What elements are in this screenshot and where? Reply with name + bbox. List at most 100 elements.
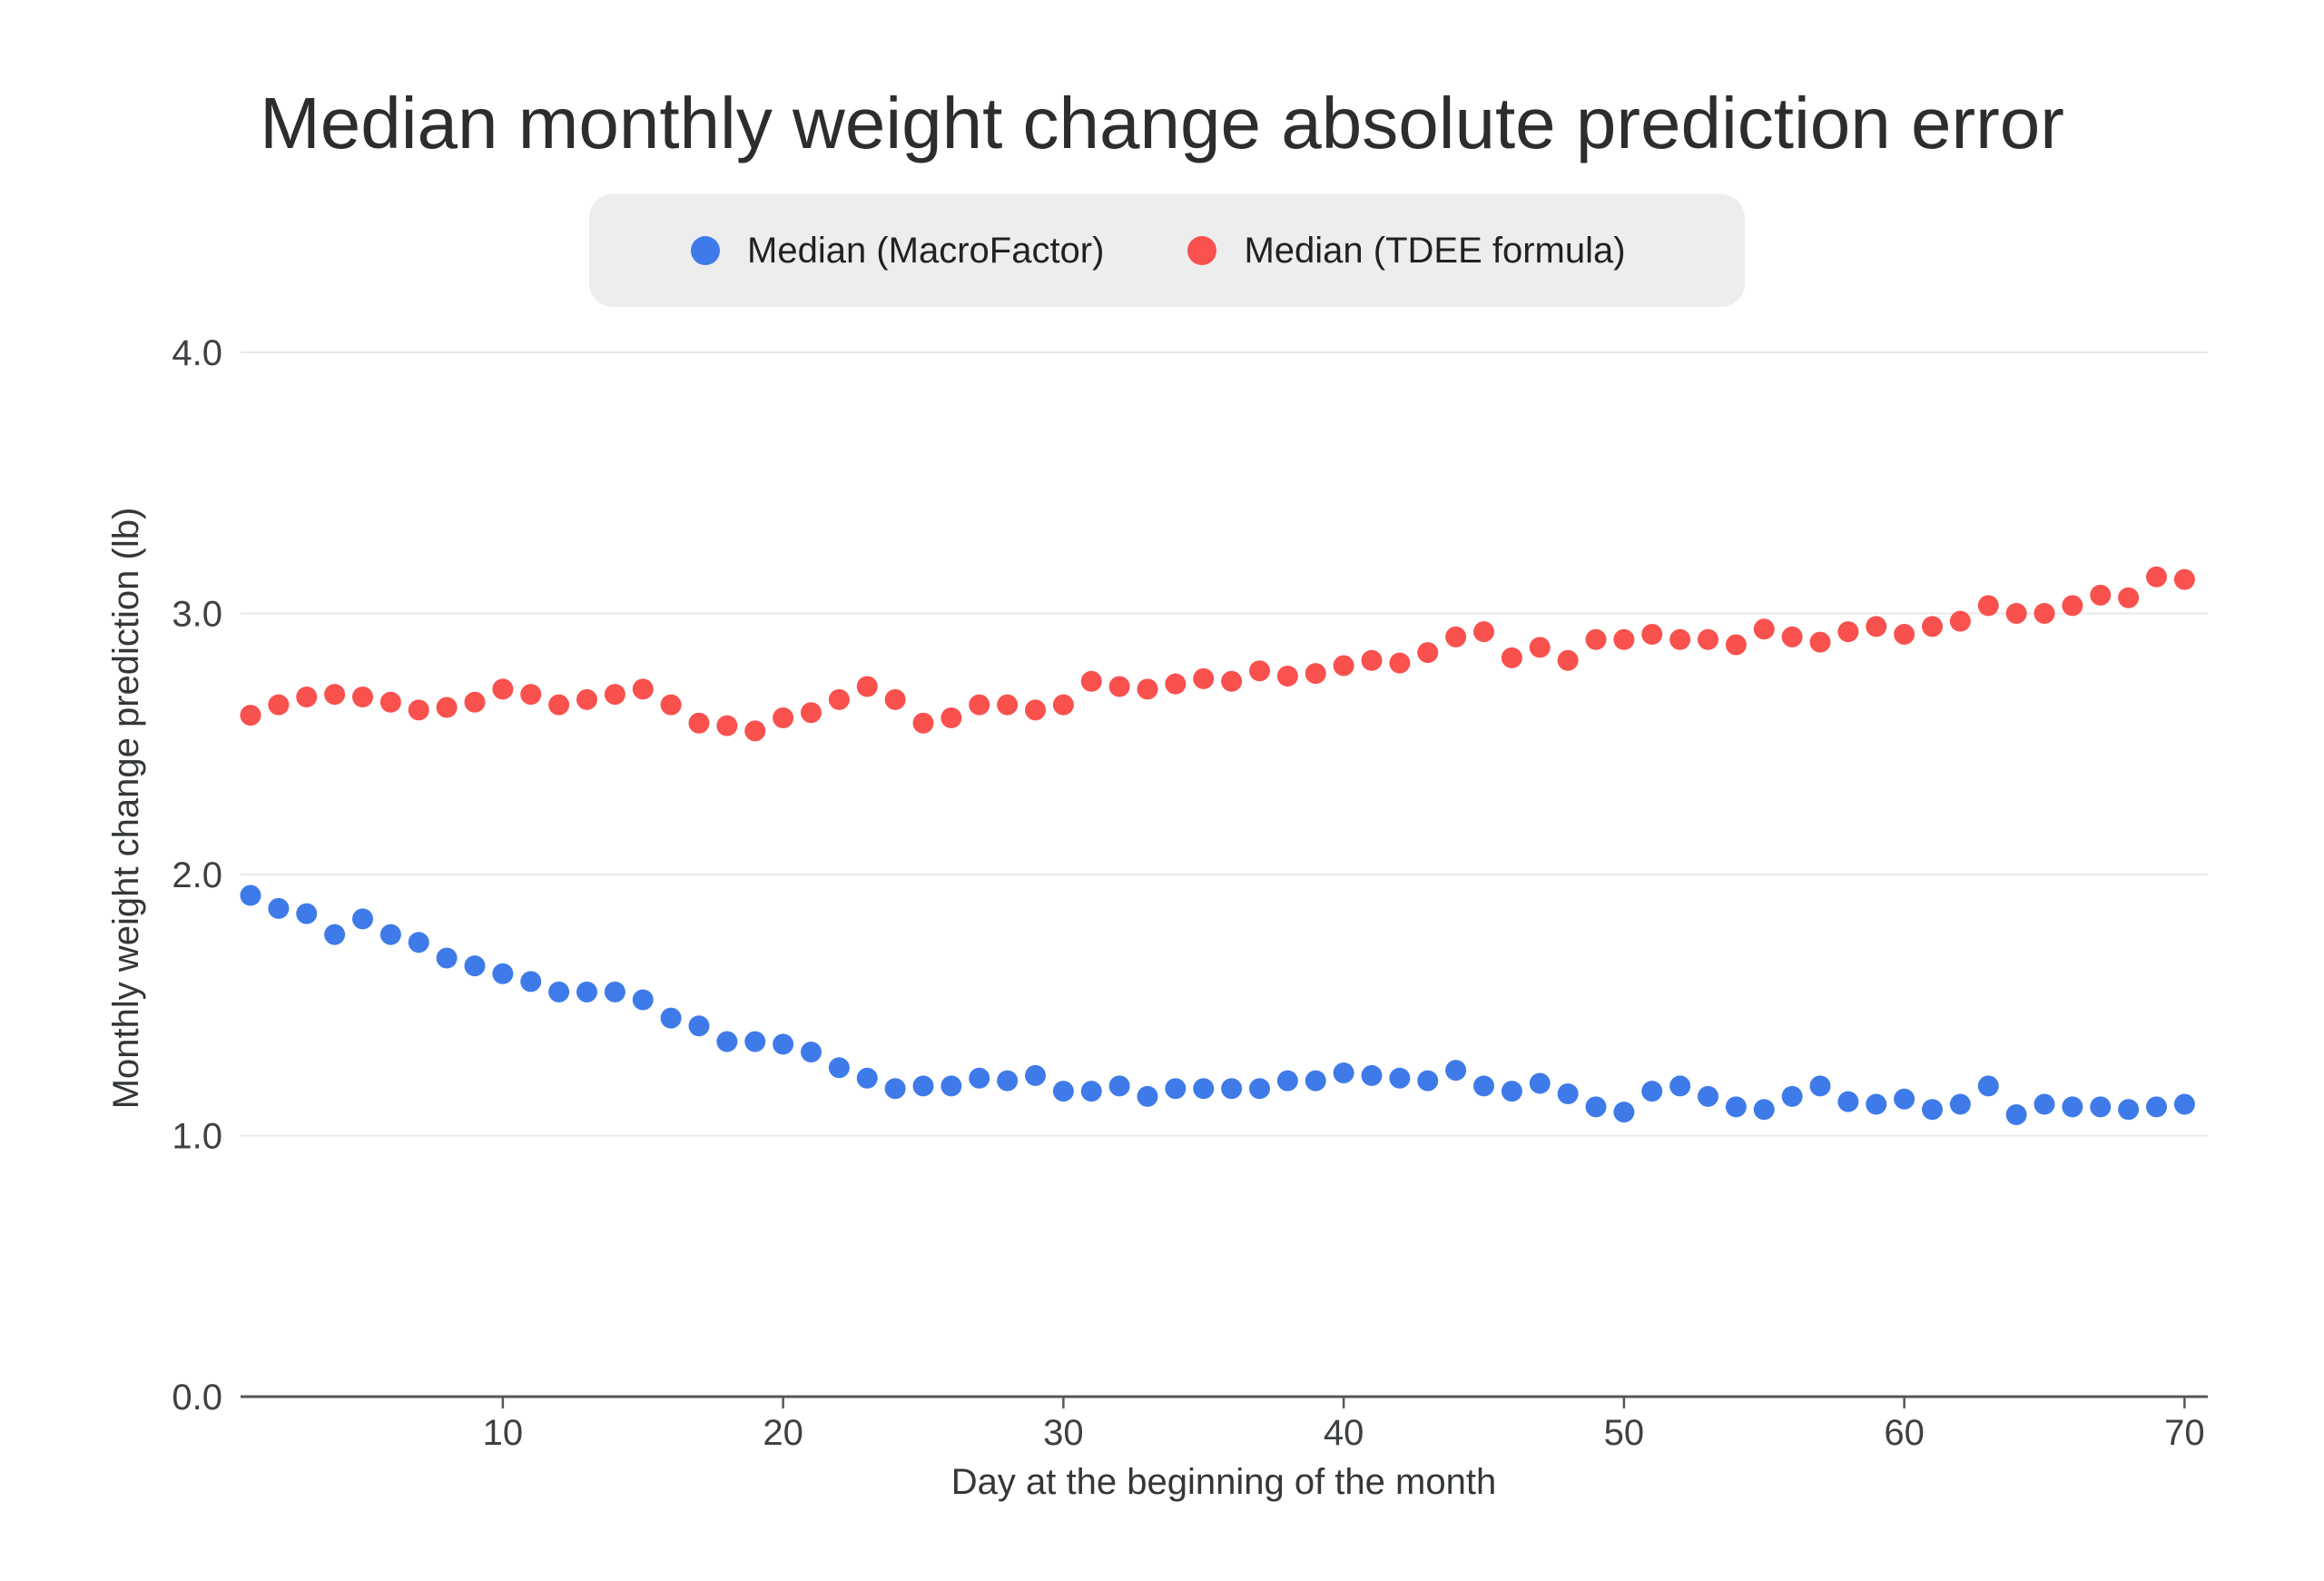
data-point [1698,1085,1718,1107]
data-point [576,981,597,1003]
data-point [1977,1075,1999,1097]
y-tick-label: 2.0 [172,855,222,895]
data-point [856,1067,878,1089]
data-point [576,688,597,710]
data-point [240,884,261,906]
data-point [2005,603,2027,624]
data-point [352,908,373,930]
x-tick-label: 60 [1884,1413,1925,1453]
data-point [2146,1096,2167,1118]
data-point [1613,628,1635,650]
data-point [1249,1078,1270,1100]
data-point [324,684,346,706]
data-point [688,712,710,734]
data-point [1389,652,1411,674]
data-point [1894,1088,1915,1110]
data-point [1052,694,1074,716]
data-point [1781,626,1803,647]
data-point [1753,1099,1775,1121]
data-point [744,1031,766,1052]
data-point [856,676,878,697]
data-point [268,897,290,919]
data-point [773,1033,794,1055]
data-point [1669,1075,1691,1097]
data-point [1501,647,1522,668]
data-point [1613,1102,1635,1123]
data-point [548,981,570,1003]
data-point [2118,1099,2140,1121]
data-point [1333,1062,1354,1083]
data-point [2062,595,2083,617]
legend-marker-macrofactor-icon [691,236,720,265]
data-point [940,707,962,728]
data-point [408,932,429,954]
data-point [548,694,570,716]
data-point [2146,566,2167,588]
legend: Median (MacroFactor) Median (TDEE formul… [589,194,1745,307]
data-point [1753,618,1775,640]
data-point [1641,624,1663,645]
data-point [1445,1060,1467,1082]
legend-label-tdee: Median (TDEE formula) [1244,230,1626,271]
data-point [2062,1096,2083,1118]
data-point [240,705,261,726]
data-point [1557,1083,1579,1104]
data-point [604,684,625,706]
legend-label-macrofactor: Median (MacroFactor) [747,230,1105,271]
data-point [2034,603,2055,624]
data-point [1837,621,1859,643]
data-point [1417,1070,1439,1092]
y-tick-label: 3.0 [172,595,222,635]
data-point [1725,634,1747,656]
legend-marker-tdee-icon [1187,236,1217,265]
data-point [884,1078,906,1100]
data-point [1781,1085,1803,1107]
x-tick-label: 30 [1043,1413,1084,1453]
data-point [1894,624,1915,645]
data-point [1276,1070,1298,1092]
data-point [884,688,906,710]
y-tick-label: 4.0 [172,333,222,373]
data-point [1080,670,1102,692]
data-point [1809,1075,1831,1097]
data-point [2090,1096,2112,1118]
data-point [1725,1096,1747,1118]
data-point [660,694,682,716]
data-point [2090,584,2112,606]
data-point [492,963,514,984]
legend-item-macrofactor: Median (MacroFactor) [691,231,1104,272]
data-point [2173,568,2195,590]
data-point [1641,1081,1663,1102]
data-point [1557,649,1579,671]
data-point [1305,1070,1326,1092]
x-tick-label: 10 [483,1413,524,1453]
data-point [1837,1091,1859,1112]
data-point [352,687,373,707]
data-point [1809,631,1831,653]
data-point [2005,1104,2027,1125]
data-point [379,691,401,713]
data-point [296,687,318,707]
data-point [1137,678,1158,700]
data-point [912,712,934,734]
y-axis-title: Monthly weight change prediction (lb) [106,508,146,1110]
data-point [436,697,458,718]
data-point [1866,616,1887,637]
data-point [1305,663,1326,685]
data-point [997,694,1019,716]
data-point [436,947,458,969]
data-point [801,1042,822,1062]
data-point [1221,1078,1243,1100]
data-point [1389,1067,1411,1089]
data-point [1025,699,1046,721]
data-point [408,699,429,721]
data-point [1417,642,1439,664]
data-point [1922,1099,1943,1121]
data-point [1949,610,1971,632]
data-point [1529,637,1551,658]
y-tick-label: 0.0 [172,1378,222,1418]
series-macrofactor [240,884,2195,1125]
data-point [744,720,766,742]
